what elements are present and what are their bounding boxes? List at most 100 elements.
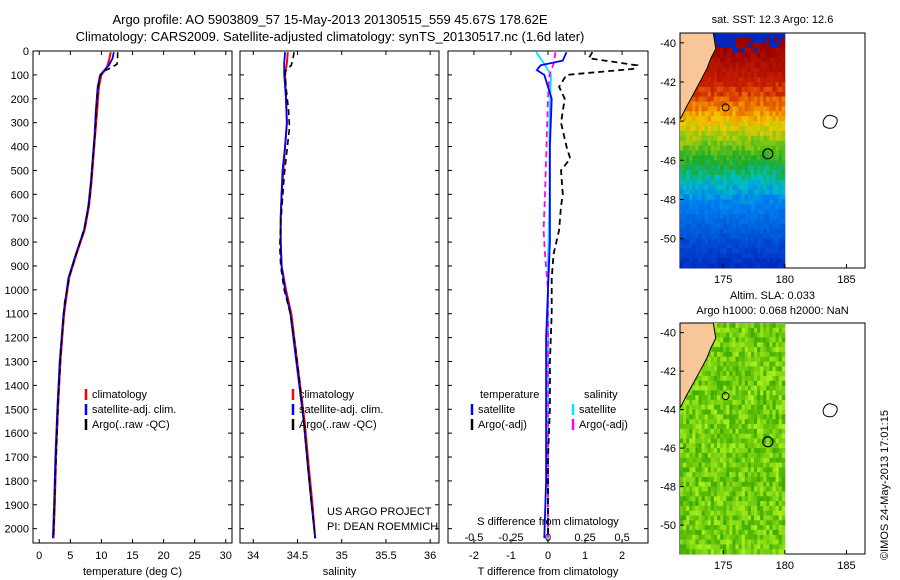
map-cell bbox=[726, 145, 730, 151]
map-cell bbox=[741, 486, 746, 492]
map-cell bbox=[754, 477, 758, 483]
map-cell bbox=[720, 332, 724, 338]
map-cell bbox=[750, 106, 755, 112]
map-cell bbox=[775, 438, 780, 444]
map-cell bbox=[741, 145, 746, 151]
map-cell bbox=[741, 549, 746, 555]
map-cell bbox=[763, 184, 767, 191]
map-cell bbox=[720, 428, 724, 435]
map-cell bbox=[689, 438, 693, 444]
map-cell bbox=[680, 501, 684, 507]
map-cell bbox=[695, 258, 699, 264]
map-cell bbox=[692, 549, 696, 555]
map-cell bbox=[710, 496, 715, 502]
map-cell bbox=[760, 223, 764, 230]
map-cell bbox=[680, 223, 684, 230]
map-cell bbox=[720, 204, 724, 210]
map-cell bbox=[689, 462, 693, 468]
map-cell bbox=[741, 327, 746, 333]
map-cell bbox=[704, 467, 709, 473]
map-cell bbox=[750, 327, 755, 333]
map-cell bbox=[775, 501, 780, 507]
map-cell bbox=[757, 130, 761, 137]
map-cell bbox=[680, 448, 684, 454]
map-cell bbox=[741, 47, 746, 53]
map-cell bbox=[713, 160, 718, 166]
map-cell bbox=[741, 135, 746, 142]
map-cell bbox=[750, 223, 755, 230]
map-cell bbox=[772, 481, 776, 487]
map-cell bbox=[744, 428, 749, 435]
map-cell bbox=[781, 258, 786, 264]
map-cell bbox=[692, 433, 696, 439]
map-cell bbox=[698, 209, 702, 215]
map-cell bbox=[763, 462, 767, 468]
map-cell bbox=[744, 160, 749, 166]
map-cell bbox=[781, 366, 786, 372]
map-cell bbox=[760, 510, 764, 516]
map-cell bbox=[704, 179, 709, 186]
map-cell bbox=[686, 400, 690, 406]
map-cell bbox=[683, 529, 687, 536]
map-cell bbox=[735, 347, 739, 353]
map-cell bbox=[689, 452, 693, 459]
map-cell bbox=[735, 515, 739, 521]
map-cell bbox=[683, 165, 687, 171]
map-cell bbox=[713, 342, 718, 348]
map-cell bbox=[707, 155, 712, 161]
map-cell bbox=[686, 155, 690, 161]
map-cell bbox=[781, 91, 786, 98]
map-cell bbox=[775, 491, 780, 497]
map-cell bbox=[732, 194, 736, 200]
map-cell bbox=[686, 150, 690, 156]
map-cell bbox=[723, 342, 727, 348]
map-cell bbox=[723, 121, 727, 127]
map-cell bbox=[698, 529, 702, 536]
map-cell bbox=[763, 243, 767, 249]
map-cell bbox=[741, 400, 746, 406]
map-cell bbox=[710, 150, 715, 156]
map-cell bbox=[710, 347, 715, 353]
map-cell bbox=[781, 477, 786, 483]
map-cell bbox=[701, 390, 706, 396]
map-cell bbox=[769, 337, 773, 343]
map-cell bbox=[760, 375, 764, 382]
map-cell bbox=[720, 175, 724, 181]
map-cell bbox=[707, 419, 712, 425]
map-cell bbox=[689, 477, 693, 483]
map-cell bbox=[695, 525, 699, 531]
map-cell bbox=[698, 428, 702, 435]
map-cell bbox=[763, 424, 767, 430]
map-cell bbox=[775, 253, 780, 259]
map-cell bbox=[754, 72, 758, 78]
map-cell bbox=[726, 86, 730, 93]
map-cell bbox=[781, 101, 786, 107]
map-cell bbox=[720, 501, 724, 507]
map-cell bbox=[720, 253, 724, 259]
map-cell bbox=[683, 491, 687, 497]
map-cell bbox=[760, 86, 764, 93]
map-cell bbox=[772, 243, 776, 249]
map-cell bbox=[738, 491, 743, 497]
map-cell bbox=[732, 496, 736, 502]
map-cell bbox=[744, 57, 749, 63]
map-cell bbox=[750, 366, 755, 372]
map-cell bbox=[720, 126, 724, 132]
map-cell bbox=[754, 472, 758, 478]
map-cell bbox=[720, 150, 724, 156]
map-cell bbox=[781, 510, 786, 516]
map-cell bbox=[754, 243, 758, 249]
map-cell bbox=[689, 529, 693, 536]
map-cell bbox=[717, 327, 721, 333]
map-cell bbox=[781, 525, 786, 531]
map-cell bbox=[707, 165, 712, 171]
map-cell bbox=[735, 57, 739, 63]
map-cell bbox=[686, 258, 690, 264]
map-cell bbox=[729, 361, 733, 367]
map-cell bbox=[757, 414, 761, 420]
map-cell bbox=[732, 544, 736, 550]
map-cell bbox=[720, 400, 724, 406]
map-cell bbox=[695, 140, 699, 146]
map-cell bbox=[689, 179, 693, 186]
